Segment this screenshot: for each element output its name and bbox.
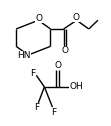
Text: F: F (30, 69, 35, 78)
Text: O: O (54, 61, 61, 70)
Text: OH: OH (70, 82, 84, 91)
Text: O: O (61, 46, 68, 55)
Text: O: O (73, 13, 80, 22)
Text: O: O (36, 14, 43, 23)
Text: F: F (34, 103, 39, 112)
Text: F: F (51, 108, 56, 117)
Text: HN: HN (17, 51, 31, 60)
